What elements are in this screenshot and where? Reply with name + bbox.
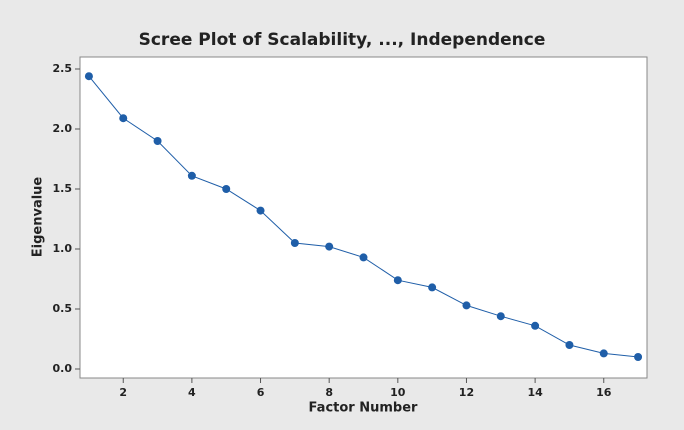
data-point (599, 349, 608, 358)
data-point (256, 206, 265, 215)
data-point (531, 321, 540, 330)
y-tick-label: 1.0 (53, 242, 73, 255)
y-tick-label: 2.5 (53, 62, 73, 75)
x-tick-label: 12 (459, 386, 474, 399)
data-point (462, 301, 471, 310)
data-point (290, 239, 299, 247)
data-point (325, 242, 334, 251)
x-tick-label: 6 (257, 386, 265, 399)
y-tick-label: 1.5 (53, 182, 73, 195)
x-tick-label: 10 (390, 386, 406, 399)
plot-area (79, 56, 648, 379)
data-point (84, 72, 93, 81)
y-axis-label: Eigenvalue (31, 177, 46, 258)
x-tick-label: 2 (119, 386, 127, 399)
data-point (153, 137, 162, 145)
x-tick-label: 16 (596, 386, 612, 399)
y-tick-label: 0.5 (53, 302, 73, 315)
data-point (359, 253, 368, 262)
data-point (187, 171, 196, 180)
data-point (222, 185, 231, 193)
data-point (496, 312, 505, 321)
data-point (565, 341, 574, 349)
y-tick-label: 0.0 (53, 362, 73, 375)
x-tick-label: 8 (325, 386, 333, 399)
x-axis-label: Factor Number (309, 401, 418, 416)
data-point (119, 114, 128, 123)
y-tick-label: 2.0 (53, 122, 73, 135)
x-tick-label: 4 (188, 386, 196, 399)
data-point (428, 283, 437, 292)
data-point (634, 353, 643, 361)
x-tick-label: 14 (527, 386, 543, 399)
chart-title: Scree Plot of Scalability, ..., Independ… (139, 30, 546, 50)
data-point (393, 276, 402, 285)
